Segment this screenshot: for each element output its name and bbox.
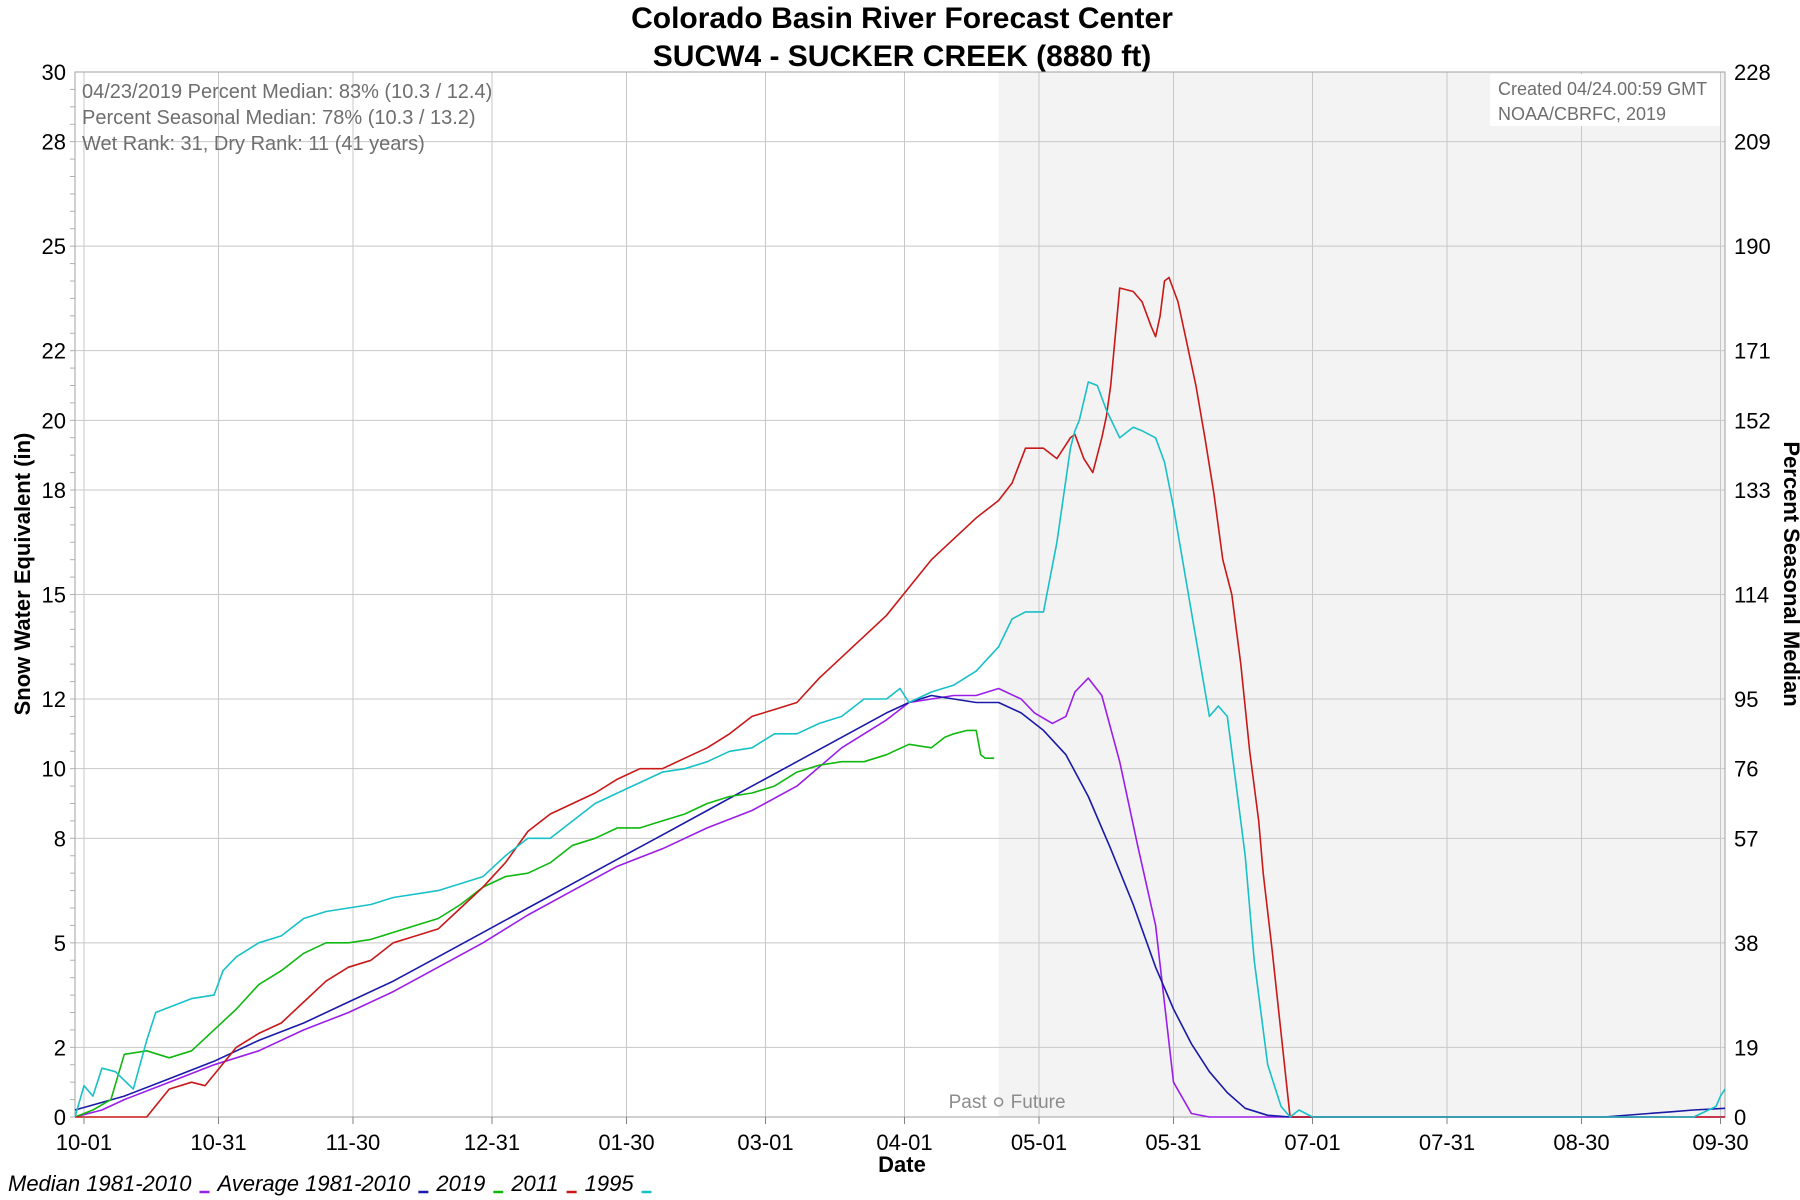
- y2-tick-label: 171: [1734, 339, 1771, 364]
- legend-label-4: 1995: [585, 1171, 635, 1196]
- future-label: Future: [1011, 1092, 1066, 1113]
- credit-created: Created 04/24.00:59 GMT: [1498, 79, 1707, 99]
- y-tick-label: 20: [42, 408, 66, 433]
- x-tick-label: 08-30: [1553, 1130, 1609, 1155]
- x-tick-label: 12-31: [464, 1130, 520, 1155]
- x-tick-label: 05-01: [1011, 1130, 1067, 1155]
- y2-tick-label: 76: [1734, 757, 1758, 782]
- credit-box: [1490, 74, 1720, 126]
- y2-tick-label: 57: [1734, 826, 1758, 851]
- x-tick-label: 01-30: [598, 1130, 654, 1155]
- y2-tick-label: 209: [1734, 130, 1771, 155]
- y-tick-label: 22: [42, 339, 66, 364]
- legend-label-3: 2011: [510, 1171, 558, 1196]
- x-tick-label: 11-30: [326, 1130, 381, 1155]
- past-label: Past: [949, 1092, 988, 1113]
- legend-label-2: 2019: [435, 1171, 485, 1196]
- x-tick-label: 10-01: [56, 1130, 112, 1155]
- stat-seasonal-median: Percent Seasonal Median: 78% (10.3 / 13.…: [82, 107, 476, 129]
- y2-tick-label: 152: [1734, 408, 1771, 433]
- x-axis-label: Date: [878, 1152, 926, 1177]
- legend: Median 1981-2010 Average 1981-2010 2019 201…: [8, 1171, 652, 1196]
- legend-label-0: Median 1981-2010: [8, 1171, 192, 1196]
- legend-label-1: Average 1981-2010: [215, 1171, 411, 1196]
- past-future-divider-icon: [993, 1097, 1004, 1107]
- stat-percent-median: 04/23/2019 Percent Median: 83% (10.3 / 1…: [82, 81, 492, 103]
- y2-tick-label: 0: [1734, 1105, 1746, 1130]
- series-line-2: [74, 729, 995, 1118]
- x-tick-label: 04-01: [876, 1130, 932, 1155]
- y-tick-label: 18: [42, 478, 66, 503]
- y2-tick-label: 228: [1734, 60, 1771, 85]
- y-tick-label: 2: [54, 1035, 66, 1060]
- series-lines: [74, 276, 1726, 1118]
- y-tick-label: 5: [54, 931, 66, 956]
- y-tick-label: 25: [42, 234, 66, 259]
- y-tick-label: 15: [42, 583, 66, 608]
- y2-tick-label: 19: [1734, 1035, 1758, 1060]
- y2-tick-label: 95: [1734, 687, 1758, 712]
- y2-tick-label: 133: [1734, 478, 1771, 503]
- y2-axis-label: Percent Seasonal Median: [1779, 441, 1800, 706]
- y-tick-label: 8: [54, 826, 66, 851]
- x-tick-label: 05-31: [1145, 1130, 1201, 1155]
- grid-lines: [75, 72, 1725, 1117]
- x-tick-label: 03-01: [737, 1130, 793, 1155]
- x-tick-label: 07-01: [1284, 1130, 1340, 1155]
- stat-rank: Wet Rank: 31, Dry Rank: 11 (41 years): [82, 133, 425, 155]
- y-tick-label: 30: [42, 60, 66, 85]
- chart-title: Colorado Basin River Forecast Center: [631, 2, 1173, 35]
- chart-subtitle: SUCW4 - SUCKER CREEK (8880 ft): [653, 40, 1151, 73]
- credit-source: NOAA/CBRFC, 2019: [1498, 104, 1666, 124]
- series-line-4: [74, 381, 1726, 1118]
- y2-tick-label: 190: [1734, 234, 1771, 259]
- axis-ticks: 0 0 2 19 5 38 8 57 10 76 12 95 15 114 18 133 20 152 22 171 2…: [42, 60, 1771, 1155]
- y-axis-label: Snow Water Equivalent (in): [10, 433, 35, 716]
- y-tick-label: 28: [42, 130, 66, 155]
- x-tick-label: 09-30: [1692, 1130, 1748, 1155]
- x-tick-label: 07-31: [1419, 1130, 1475, 1155]
- y-tick-label: 10: [42, 757, 66, 782]
- series-line-3: [75, 276, 1725, 1118]
- x-tick-label: 10-31: [190, 1130, 246, 1155]
- y2-tick-label: 114: [1734, 583, 1769, 608]
- y2-tick-label: 38: [1734, 931, 1758, 956]
- y-tick-label: 0: [54, 1105, 66, 1130]
- y-tick-label: 12: [42, 687, 66, 712]
